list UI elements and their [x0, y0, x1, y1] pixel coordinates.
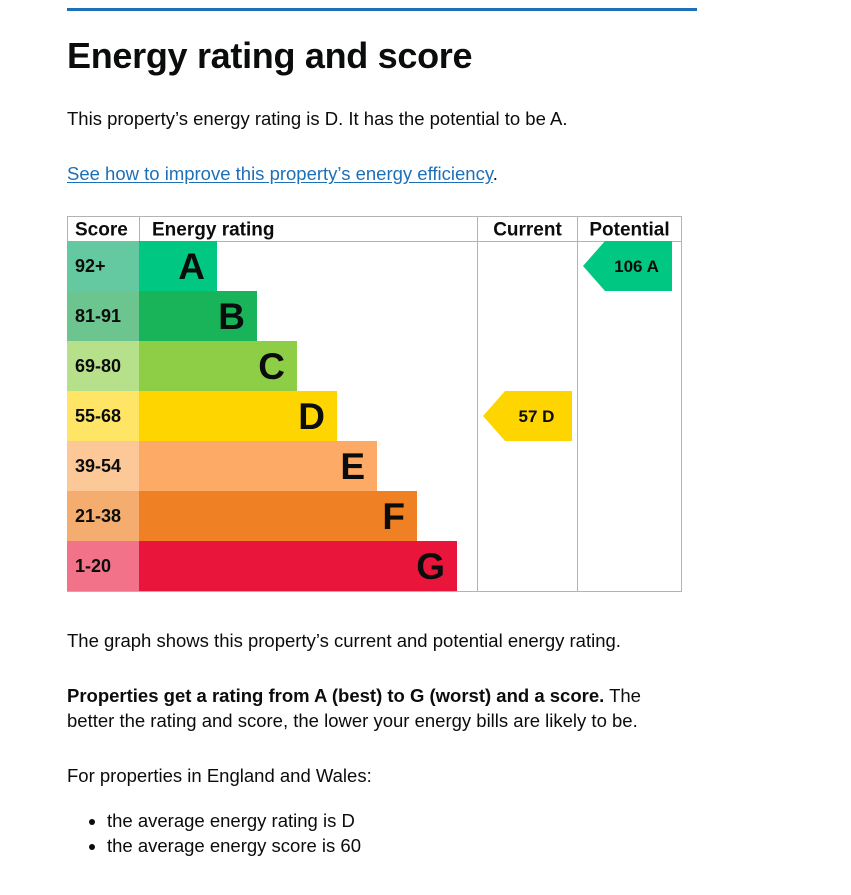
score-label-e: 39-54: [75, 456, 121, 476]
potential-rating-arrow: [583, 241, 672, 291]
link-suffix: .: [492, 163, 498, 184]
average-list: the average energy rating is D the avera…: [67, 808, 361, 858]
rating-letter-e: E: [340, 446, 365, 487]
rating-bar-a: [139, 241, 217, 291]
score-cell-b: [67, 291, 139, 341]
rating-letter-f: F: [382, 496, 405, 537]
list-item: the average energy score is 60: [107, 833, 361, 858]
rating-bar-d: [139, 391, 337, 441]
rating-bar-b: [139, 291, 257, 341]
intro-text: This property’s energy rating is D. It h…: [67, 108, 568, 129]
header-potential: Potential: [589, 220, 669, 241]
graph-note: The graph shows this property’s current …: [67, 630, 621, 651]
rating-letter-d: D: [298, 396, 325, 437]
rating-letter-b: B: [218, 296, 245, 337]
rating-letter-c: C: [258, 346, 285, 387]
page-title: Energy rating and score: [67, 35, 473, 76]
top-rule: [67, 8, 697, 11]
score-cell-d: [67, 391, 139, 441]
rating-bar-e: [139, 441, 377, 491]
score-cell-g: [67, 541, 139, 591]
header-current: Current: [493, 220, 562, 241]
score-label-g: 1-20: [75, 556, 111, 576]
regional-intro: For properties in England and Wales:: [67, 765, 372, 786]
rating-bar-g: [139, 541, 457, 591]
score-cell-c: [67, 341, 139, 391]
score-cell-e: [67, 441, 139, 491]
potential-rating-arrow-label: 106 A: [614, 257, 659, 276]
list-item: the average energy rating is D: [107, 808, 361, 833]
header-energy-rating: Energy rating: [152, 220, 274, 241]
rating-explanation-rest: The better the rating and score, the low…: [67, 685, 641, 731]
rating-bar-c: [139, 341, 297, 391]
rating-explanation: Properties get a rating from A (best) to…: [67, 683, 687, 733]
score-label-a: 92+: [75, 256, 106, 276]
improve-efficiency-link[interactable]: See how to improve this property’s energ…: [67, 163, 493, 184]
rating-letter-g: G: [416, 546, 445, 587]
score-label-f: 21-38: [75, 506, 121, 526]
score-label-b: 81-91: [75, 306, 121, 326]
current-rating-arrow: [483, 391, 572, 441]
rating-bar-f: [139, 491, 417, 541]
improve-link-paragraph: See how to improve this property’s energ…: [67, 161, 707, 186]
score-cell-f: [67, 491, 139, 541]
header-score: Score: [75, 220, 128, 241]
current-rating-arrow-label: 57 D: [519, 407, 555, 426]
score-cell-a: [67, 241, 139, 291]
score-label-d: 55-68: [75, 406, 121, 426]
rating-explanation-bold: Properties get a rating from A (best) to…: [67, 685, 605, 706]
score-label-c: 69-80: [75, 356, 121, 376]
rating-letter-a: A: [178, 246, 205, 287]
